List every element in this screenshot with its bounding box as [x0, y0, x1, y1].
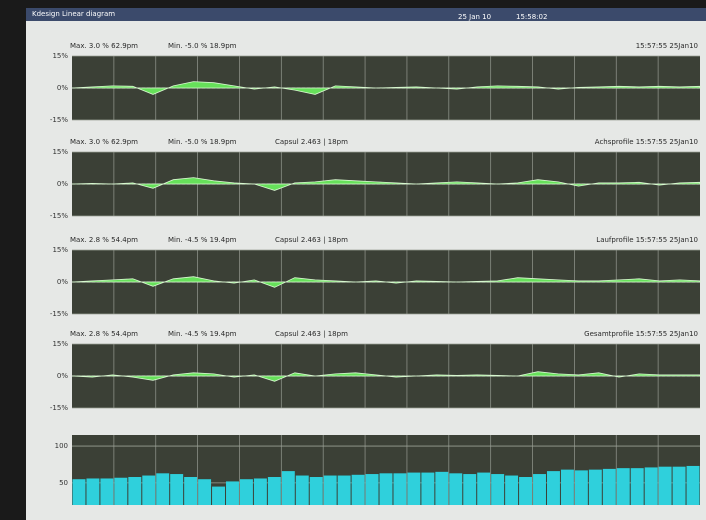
- deviation-area: [71, 81, 701, 95]
- bar: [170, 474, 184, 505]
- extra-label: Capsul 2.463 | 18pm: [275, 330, 348, 338]
- bar: [588, 469, 602, 505]
- bar: [156, 473, 170, 505]
- extra-label: Capsul 2.463 | 18pm: [275, 138, 348, 146]
- bar: [184, 477, 198, 505]
- y-tick-label: 50: [59, 479, 68, 487]
- bar: [602, 468, 616, 505]
- bar: [379, 473, 393, 505]
- bar: [351, 474, 365, 505]
- y-tick-label: -15%: [50, 116, 68, 124]
- bar: [309, 477, 323, 505]
- bar: [421, 472, 435, 505]
- y-tick-label: -15%: [50, 404, 68, 412]
- bar: [281, 471, 295, 505]
- bar: [686, 465, 700, 505]
- window-title: Kdesign Linear diagram: [32, 10, 115, 18]
- y-tick-label: -15%: [50, 310, 68, 318]
- deviation-area: [71, 371, 701, 382]
- bar: [226, 481, 239, 505]
- bar: [546, 471, 560, 505]
- right-label: 15:57:55 25Jan10: [636, 42, 698, 50]
- bar: [253, 478, 267, 505]
- y-tick-label: 15%: [52, 148, 68, 156]
- bar: [644, 467, 658, 505]
- time: 15:58:02: [516, 13, 547, 21]
- bar: [505, 475, 519, 505]
- bar: [477, 472, 491, 505]
- bar: [114, 477, 128, 505]
- bar: [658, 466, 672, 505]
- bar: [672, 466, 686, 505]
- bar: [198, 479, 212, 505]
- y-tick-label: -15%: [50, 212, 68, 220]
- bar: [407, 472, 421, 505]
- max-label: Max. 2.8 % 54.4pm: [70, 330, 138, 338]
- bar: [574, 470, 588, 505]
- bar: [463, 474, 477, 505]
- min-label: Min. -4.5 % 19.4pm: [168, 236, 237, 244]
- bar: [239, 479, 253, 505]
- bar: [435, 471, 449, 505]
- bar: [128, 477, 142, 505]
- title-bar: [26, 8, 706, 21]
- y-tick-label: 15%: [52, 246, 68, 254]
- bar: [616, 468, 630, 505]
- bar: [142, 475, 156, 505]
- y-tick-label: 100: [55, 442, 68, 450]
- right-label: Laufprofile 15:57:55 25Jan10: [596, 236, 698, 244]
- right-label: Achsprofile 15:57:55 25Jan10: [595, 138, 698, 146]
- bar: [393, 473, 407, 505]
- y-tick-label: 0%: [57, 278, 68, 286]
- deviation-area: [71, 177, 701, 191]
- max-label: Max. 3.0 % 62.9pm: [70, 138, 138, 146]
- bar: [72, 479, 86, 505]
- max-label: Max. 3.0 % 62.9pm: [70, 42, 138, 50]
- right-label: Gesamtprofile 15:57:55 25Jan10: [584, 330, 698, 338]
- y-tick-label: 15%: [52, 52, 68, 60]
- extra-label: Capsul 2.463 | 18pm: [275, 236, 348, 244]
- bar: [519, 477, 533, 505]
- y-tick-label: 15%: [52, 340, 68, 348]
- bar: [491, 474, 505, 505]
- bar: [323, 475, 337, 505]
- bar: [560, 469, 574, 505]
- min-label: Min. -4.5 % 19.4pm: [168, 330, 237, 338]
- bar: [630, 468, 644, 505]
- bar: [86, 478, 100, 505]
- max-label: Max. 2.8 % 54.4pm: [70, 236, 138, 244]
- bar: [212, 486, 226, 505]
- bar: [295, 475, 309, 505]
- min-label: Min. -5.0 % 18.9pm: [168, 42, 237, 50]
- bar: [267, 477, 281, 505]
- date: 25 Jan 10: [458, 13, 491, 21]
- deviation-area: [71, 276, 701, 288]
- bar: [533, 474, 546, 505]
- bar: [100, 478, 114, 505]
- min-label: Min. -5.0 % 18.9pm: [168, 138, 237, 146]
- y-tick-label: 0%: [57, 84, 68, 92]
- y-tick-label: 0%: [57, 180, 68, 188]
- bar: [449, 473, 463, 505]
- y-tick-label: 0%: [57, 372, 68, 380]
- bar: [365, 474, 379, 505]
- bar: [337, 475, 351, 505]
